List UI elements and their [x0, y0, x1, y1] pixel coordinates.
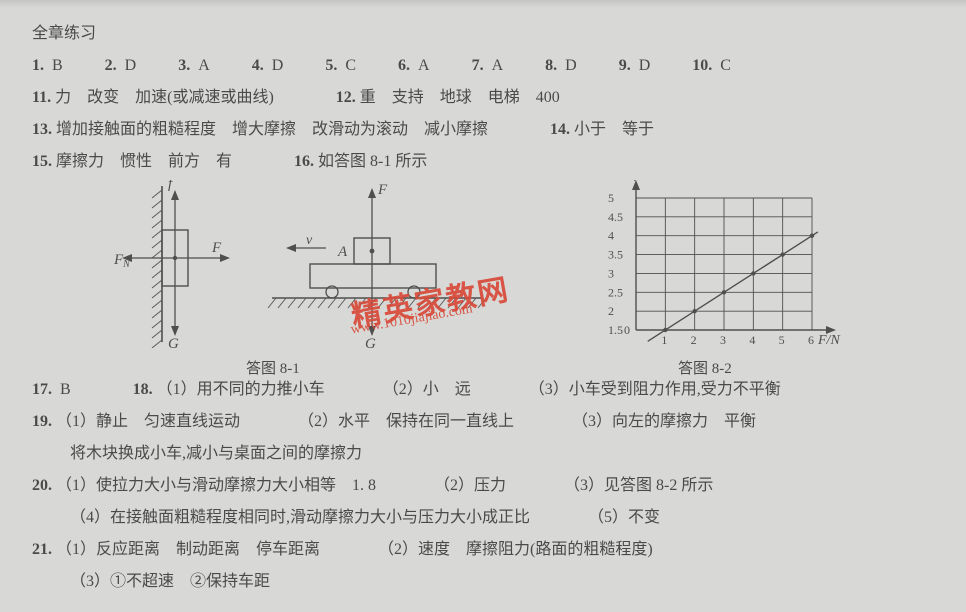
q17-q18: 17. B 18. （1）用不同的力推小车 （2）小 远 （3）小车受到阻力作用… [32, 374, 934, 406]
svg-text:v: v [306, 233, 313, 248]
svg-text:G: G [365, 336, 376, 348]
q19-p2: （2）水平 保持在同一直线上 [298, 413, 514, 430]
svg-text:FN: FN [113, 252, 131, 270]
svg-text:f: f [168, 180, 174, 192]
q21-line1: 21. （1）反应距离 制动距离 停车距离 （2）速度 摩擦阻力(路面的粗糙程度… [32, 534, 934, 566]
q17-ans: B [60, 381, 71, 398]
q20-p2: （2）压力 [434, 477, 506, 494]
svg-text:3: 3 [720, 333, 726, 347]
q13-num: 13. [32, 121, 52, 138]
svg-text:F: F [377, 182, 388, 198]
q19-num: 19. [32, 413, 52, 430]
mc-item: 9. D [619, 57, 651, 74]
figure-8-2-label: 答图 8-2 [678, 354, 732, 384]
q15-q16: 15. 摩擦力 惯性 前方 有 16. 如答图 8-1 所示 [32, 146, 934, 178]
q13-text: 增加接触面的粗糙程度 增大摩擦 改滑动为滚动 减小摩擦 [56, 121, 488, 138]
mc-item: 3. A [178, 57, 210, 74]
svg-text:A: A [337, 244, 348, 260]
svg-text:1: 1 [661, 333, 667, 347]
q21-num: 21. [32, 541, 52, 558]
q11-text: 力 改变 加速(或减速或曲线) [55, 89, 274, 106]
mc-item: 8. D [545, 57, 577, 74]
q14-text: 小于 等于 [574, 121, 654, 138]
q20-p3: （3）见答图 8-2 所示 [564, 477, 713, 494]
svg-text:1.5: 1.5 [608, 323, 623, 337]
q19-line2: 将木块换成小车,减小与桌面之间的摩擦力 [32, 438, 934, 470]
svg-text:5: 5 [608, 191, 614, 205]
q11-num: 11. [32, 89, 51, 106]
mc-item: 6. A [398, 57, 430, 74]
q21-p1: （1）反应距离 制动距离 停车距离 [56, 541, 320, 558]
mc-item: 5. C [325, 57, 356, 74]
svg-text:4.5: 4.5 [608, 210, 623, 224]
q19-p4: 将木块换成小车,减小与桌面之间的摩擦力 [70, 445, 362, 462]
q13-q14: 13. 增加接触面的粗糙程度 增大摩擦 改滑动为滚动 减小摩擦 14. 小于 等… [32, 114, 934, 146]
mc-item: 4. D [252, 57, 284, 74]
svg-text:3.5: 3.5 [608, 248, 623, 262]
q14-num: 14. [550, 121, 570, 138]
q20-line2: （4）在接触面粗糙程度相同时,滑动摩擦力大小与压力大小成正比 （5）不变 [32, 502, 934, 534]
document-body: 全章练习 1. B 2. D 3. A 4. D 5. C 6. A 7. A 8. D 9. … [0, 8, 966, 608]
q19-line1: 19. （1）静止 匀速直线运动 （2）水平 保持在同一直线上 （3）向左的摩擦… [32, 406, 934, 438]
svg-text:F: F [211, 240, 222, 256]
q18-p2: （2）小 远 [383, 381, 471, 398]
q20-p4: （4）在接触面粗糙程度相同时,滑动摩擦力大小与压力大小成正比 [70, 509, 530, 526]
figure-8-2-chart: 1 2 3 4 5 6 01.5 2 2.5 3 3.5 4 4.5 5 F/N f/N [592, 180, 842, 352]
q21-p2: （2）速度 摩擦阻力(路面的粗糙程度) [378, 541, 653, 558]
figure-8-1-label: 答图 8-1 [246, 354, 300, 384]
q15-text: 摩擦力 惯性 前方 有 [56, 153, 232, 170]
mc-item: 1. B [32, 57, 63, 74]
svg-text:4: 4 [749, 333, 755, 347]
q20-p1: （1）使拉力大小与滑动摩擦力大小相等 1. 8 [56, 477, 376, 494]
q16-num: 16. [294, 153, 314, 170]
svg-text:f/N: f/N [634, 180, 652, 182]
mc-row: 1. B 2. D 3. A 4. D 5. C 6. A 7. A 8. D 9. D 10. … [32, 50, 934, 82]
svg-text:4: 4 [608, 229, 614, 243]
svg-text:2.5: 2.5 [608, 285, 623, 299]
figure-8-1-right: Av F G [262, 180, 492, 348]
q18-p3: （3）小车受到阻力作用,受力不平衡 [529, 381, 781, 398]
q15-num: 15. [32, 153, 52, 170]
section-title: 全章练习 [32, 18, 934, 50]
figure-8-1-left: f F FN G [112, 180, 232, 348]
svg-text:5: 5 [779, 333, 785, 347]
mc-item: 10. C [692, 57, 731, 74]
q12-text: 重 支持 地球 电梯 400 [360, 89, 560, 106]
svg-text:2: 2 [691, 333, 697, 347]
q11-q12: 11. 力 改变 加速(或减速或曲线) 12. 重 支持 地球 电梯 400 [32, 82, 934, 114]
svg-text:F/N: F/N [817, 333, 840, 348]
q21-line2: （3）①不超速 ②保持车距 [32, 566, 934, 598]
q19-p1: （1）静止 匀速直线运动 [56, 413, 240, 430]
mc-item: 7. A [472, 57, 504, 74]
svg-text:2: 2 [608, 304, 614, 318]
svg-text:0: 0 [624, 323, 630, 337]
q20-line1: 20. （1）使拉力大小与滑动摩擦力大小相等 1. 8 （2）压力 （3）见答图… [32, 470, 934, 502]
q20-p5: （5）不变 [588, 509, 660, 526]
q17-num: 17. [32, 381, 52, 398]
mc-item: 2. D [105, 57, 137, 74]
q19-p3: （3）向左的摩擦力 平衡 [572, 413, 756, 430]
svg-text:3: 3 [608, 266, 614, 280]
q18-num: 18. [133, 381, 153, 398]
svg-text:G: G [168, 336, 179, 348]
svg-text:6: 6 [808, 333, 814, 347]
figures-row: f F FN G Av F G 1 2 3 4 5 6 01.5 2 2.5 3 3.5 4 4.5 5 F/N f/N… [32, 180, 934, 368]
q16-text: 如答图 8-1 所示 [318, 153, 427, 170]
q12-num: 12. [336, 89, 356, 106]
q20-num: 20. [32, 477, 52, 494]
q21-p3: （3）①不超速 ②保持车距 [70, 573, 270, 590]
